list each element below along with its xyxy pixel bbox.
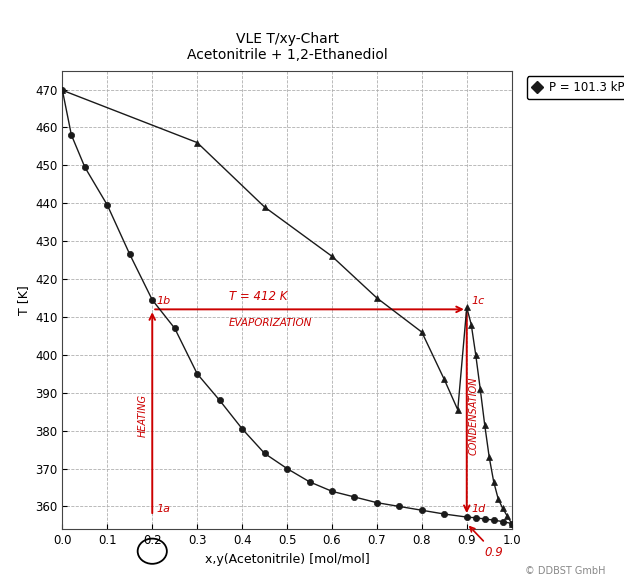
Legend: P = 101.3 kPa: P = 101.3 kPa [527,76,624,99]
Text: T = 412 K: T = 412 K [228,290,287,303]
Text: CONDENSATION: CONDENSATION [469,376,479,455]
Y-axis label: T [K]: T [K] [17,285,29,315]
Text: © DDBST GmbH: © DDBST GmbH [525,566,605,576]
Text: 1a: 1a [157,504,171,514]
Text: 1b: 1b [157,296,171,306]
Text: EVAPORIZATION: EVAPORIZATION [228,319,312,329]
Text: 1c: 1c [471,296,484,306]
Text: 0.9: 0.9 [470,527,504,559]
Text: 1d: 1d [471,504,485,514]
Title: VLE T/xy-Chart
Acetonitrile + 1,2-Ethanediol: VLE T/xy-Chart Acetonitrile + 1,2-Ethane… [187,32,388,62]
X-axis label: x,y(Acetonitrile) [mol/mol]: x,y(Acetonitrile) [mol/mol] [205,553,369,566]
Text: HEATING: HEATING [137,394,147,437]
